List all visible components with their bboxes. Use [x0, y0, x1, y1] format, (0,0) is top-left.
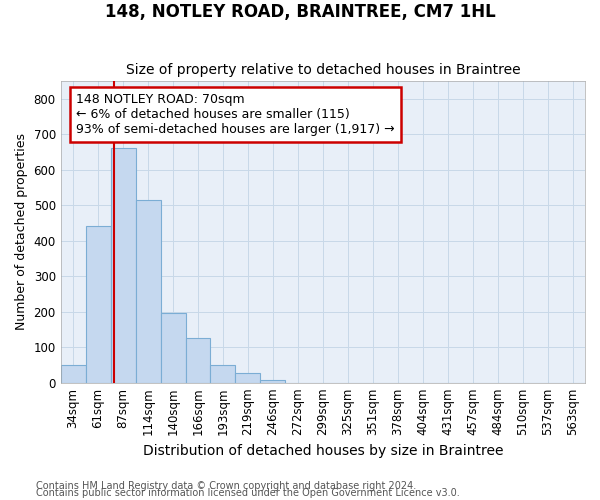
- Bar: [211, 365, 235, 382]
- Text: 148 NOTLEY ROAD: 70sqm
← 6% of detached houses are smaller (115)
93% of semi-det: 148 NOTLEY ROAD: 70sqm ← 6% of detached …: [76, 93, 395, 136]
- Text: 148, NOTLEY ROAD, BRAINTREE, CM7 1HL: 148, NOTLEY ROAD, BRAINTREE, CM7 1HL: [104, 2, 496, 21]
- Bar: [136, 200, 161, 382]
- Bar: [161, 314, 185, 382]
- Y-axis label: Number of detached properties: Number of detached properties: [15, 134, 28, 330]
- Bar: [86, 226, 110, 382]
- Text: Contains public sector information licensed under the Open Government Licence v3: Contains public sector information licen…: [36, 488, 460, 498]
- X-axis label: Distribution of detached houses by size in Braintree: Distribution of detached houses by size …: [143, 444, 503, 458]
- Bar: [235, 373, 260, 382]
- Title: Size of property relative to detached houses in Braintree: Size of property relative to detached ho…: [125, 63, 520, 77]
- Bar: [110, 148, 136, 382]
- Bar: [61, 365, 86, 382]
- Text: Contains HM Land Registry data © Crown copyright and database right 2024.: Contains HM Land Registry data © Crown c…: [36, 481, 416, 491]
- Bar: [260, 380, 286, 382]
- Bar: [185, 338, 211, 382]
